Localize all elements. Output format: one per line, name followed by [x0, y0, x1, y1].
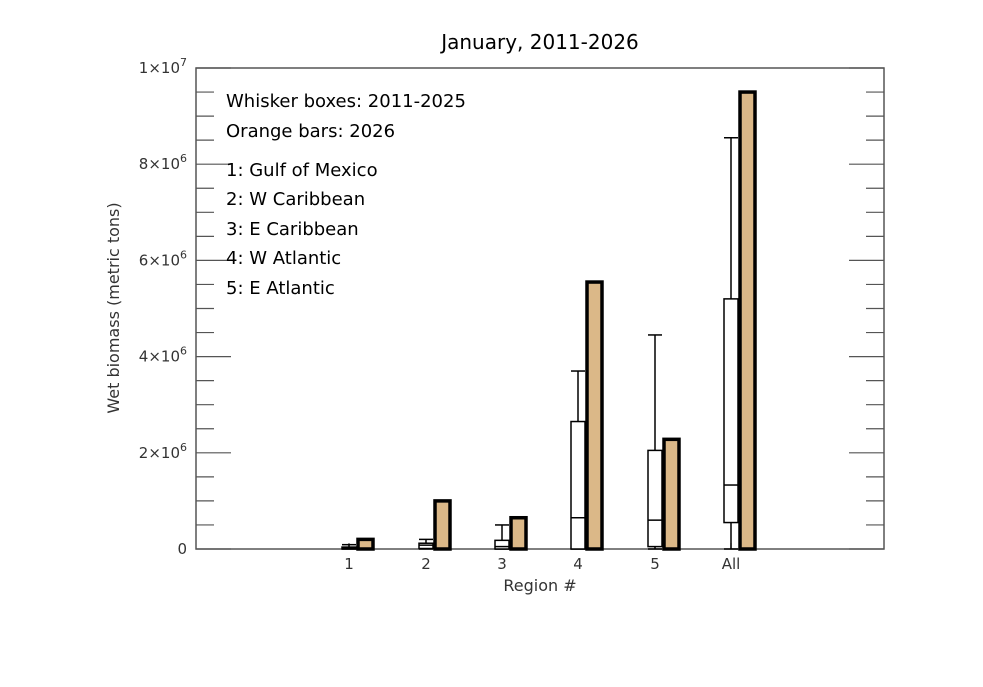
- chart-title: January, 2011-2026: [439, 30, 639, 54]
- legend: Whisker boxes: 2011-2025 Orange bars: 20…: [226, 91, 466, 299]
- bar-2026: [509, 515, 528, 551]
- bar-2026: [433, 499, 452, 551]
- x-axis-label: Region #: [503, 576, 576, 595]
- x-tick-label: All: [722, 555, 741, 573]
- x-tick-label: 3: [497, 555, 507, 573]
- x-tick-label: 4: [573, 555, 583, 573]
- legend-line-whisker: Whisker boxes: 2011-2025: [226, 91, 466, 112]
- whisker-box: [570, 420, 586, 550]
- x-tick-label: 5: [650, 555, 660, 573]
- y-tick-label: 2×106: [139, 441, 187, 462]
- bar-2026: [662, 437, 681, 551]
- legend-line-bars: Orange bars: 2026: [226, 121, 395, 142]
- y-tick-label: 4×106: [139, 345, 187, 366]
- y-tick-label: 1×107: [139, 56, 187, 77]
- bar-2026: [738, 90, 757, 551]
- whisker-box: [494, 539, 510, 550]
- bar-2026: [585, 280, 604, 551]
- bar-2026: [356, 537, 375, 551]
- legend-region-2: 2: W Caribbean: [226, 189, 365, 210]
- legend-region-4: 4: W Atlantic: [226, 248, 341, 269]
- legend-region-3: 3: E Caribbean: [226, 219, 359, 240]
- legend-region-1: 1: Gulf of Mexico: [226, 160, 378, 181]
- legend-region-5: 5: E Atlantic: [226, 278, 335, 299]
- x-tick-label: 2: [421, 555, 431, 573]
- y-axis-label: Wet biomass (metric tons): [104, 202, 123, 413]
- x-axis: 1 2 3 4 5 All: [344, 543, 740, 573]
- y-axis: 0 2×106 4×106 6×106 8×106 1×107: [139, 56, 884, 558]
- whisker-box: [723, 298, 739, 524]
- chart-marks: [341, 90, 757, 551]
- y-tick-label: 8×106: [139, 152, 187, 173]
- x-tick-label: 1: [344, 555, 354, 573]
- y-tick-label: 6×106: [139, 248, 187, 269]
- whisker-box: [647, 449, 663, 548]
- y-tick-label: 0: [177, 540, 187, 558]
